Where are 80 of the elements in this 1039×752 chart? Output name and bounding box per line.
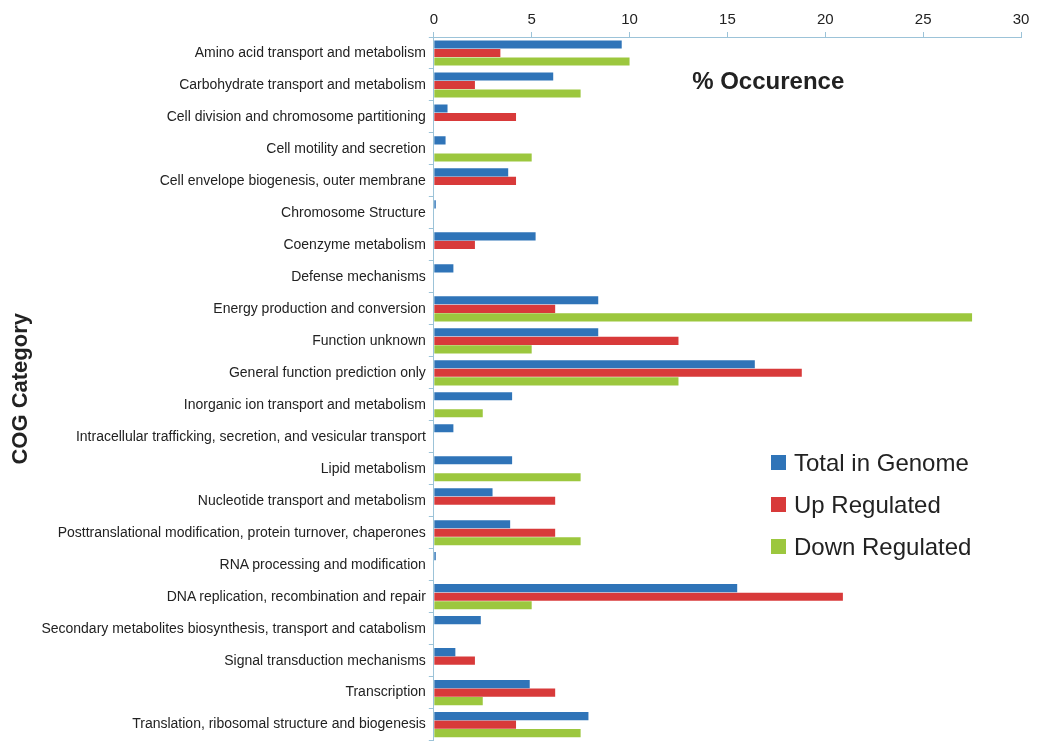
bar [434,176,517,185]
bar [434,680,530,689]
bar [434,104,448,113]
bar [434,592,843,601]
bar [434,264,454,273]
bar [434,232,536,241]
bar [434,616,481,625]
bar [434,392,513,401]
bar [434,720,517,729]
bar [434,424,454,433]
y-tick-label: Intracellular trafficking, secretion, and vesicular transport [75,427,426,444]
bar [434,112,517,122]
bar [434,168,509,177]
bar [434,89,581,98]
bar [434,648,456,657]
bar [434,520,511,529]
y-tick-label: General function prediction only [228,363,426,380]
bar [434,473,581,482]
y-tick-label: Cell envelope biogenesis, outer membrane [159,171,427,188]
y-tick-label: Energy production and conversion [213,299,426,316]
bar [434,153,532,162]
bar [434,656,475,665]
y-tick-label: Nucleotide transport and metabolism [197,491,426,508]
bar [434,80,475,90]
x-tick-label: 15 [719,10,736,28]
bar [434,360,755,369]
y-tick-label: Posttranslational modification, protein turnover, chaperones [57,523,426,540]
y-tick-label: Cell motility and secretion [266,139,426,156]
y-tick-label: Function unknown [312,331,426,348]
bar [434,345,532,354]
x-tick-label: 20 [816,10,834,28]
bar [434,240,475,249]
bar [434,456,513,465]
y-tick-label: Coenzyme metabolism [283,235,426,252]
y-tick-label: Carbohydrate transport and metabolism [179,75,426,92]
bar [434,313,973,322]
y-tick-label: Secondary metabolites biosynthesis, transport and catabolism [41,619,426,636]
y-tick-label: Defense mechanisms [291,267,426,284]
annotation: % Occurence [692,66,845,94]
bar [434,601,532,610]
bar [434,57,630,66]
bar [434,697,483,706]
bar [434,328,599,337]
y-tick-label: RNA processing and modification [219,555,426,572]
x-tick-label: 30 [1012,10,1030,28]
y-tick-label: Chromosome Structure [281,203,427,220]
bar [434,537,581,546]
bar [434,296,599,305]
bar [434,72,554,81]
bar [434,488,493,497]
x-tick-label: 25 [914,10,932,28]
bar [434,40,622,49]
bar [434,136,446,145]
bar [434,729,581,738]
x-tick-label: 5 [527,10,536,28]
y-tick-label: Lipid metabolism [320,459,426,476]
bar [434,712,589,721]
y-tick-label: Amino acid transport and metabolism [194,43,426,60]
y-tick-label: Signal transduction mechanisms [224,651,426,668]
y-tick-label: DNA replication, recombination and repair [166,587,427,604]
bar [434,688,556,697]
y-tick-label: Cell division and chromosome partitioning [166,107,426,124]
y-tick-label: Translation, ribosomal structure and biogenesis [132,715,426,732]
bar [434,496,556,505]
y-tick-label: Inorganic ion transport and metabolism [183,395,426,412]
bar [434,409,483,418]
bar [434,48,501,58]
bar [434,304,556,313]
y-axis-title: COG Category [7,312,33,465]
legend-label: Up Regulated [794,490,941,519]
bar [434,336,679,345]
legend-label: Down Regulated [794,532,972,561]
bar [434,528,556,537]
bar [434,377,679,386]
x-tick-label: 0 [429,10,438,28]
y-tick-label: Transcription [345,683,426,700]
x-tick-label: 10 [621,10,638,28]
bar [434,368,802,377]
legend-label: Total in Genome [794,448,969,477]
bar [434,584,738,593]
